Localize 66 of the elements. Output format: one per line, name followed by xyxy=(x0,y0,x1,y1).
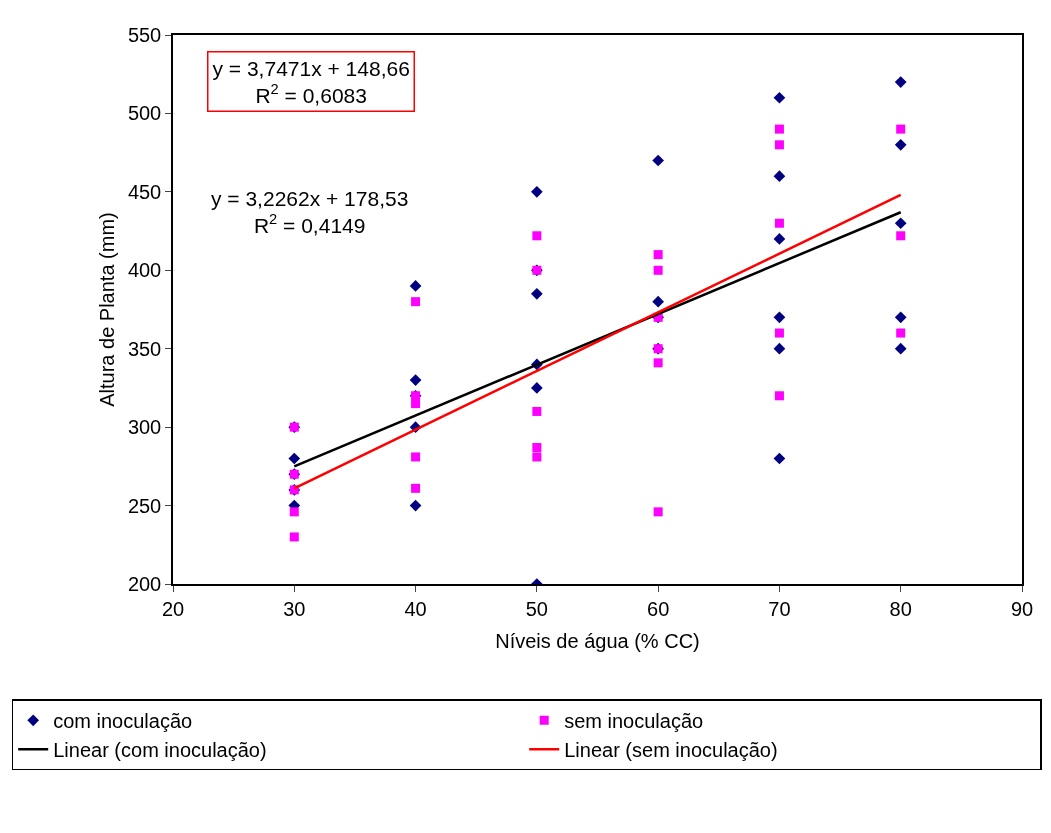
point xyxy=(896,124,906,134)
point xyxy=(532,452,542,462)
point xyxy=(531,186,543,198)
point xyxy=(653,358,663,368)
x-tick-label: 40 xyxy=(404,597,427,620)
point xyxy=(653,507,663,517)
legend-label: sem inoculação xyxy=(564,710,704,733)
x-tick-label: 30 xyxy=(283,597,306,620)
x-tick-label: 50 xyxy=(525,597,548,620)
y-tick-label: 350 xyxy=(127,337,162,360)
point xyxy=(894,217,907,230)
point xyxy=(531,287,543,300)
annotation: y = 3,2262x + 178,53 R$^{2}$ = 0,4149 xyxy=(211,187,409,238)
x-tick-label: 60 xyxy=(647,597,670,620)
point xyxy=(773,311,786,324)
point xyxy=(773,170,786,183)
point xyxy=(409,280,422,292)
point xyxy=(773,233,786,245)
point xyxy=(774,391,784,401)
point xyxy=(411,452,421,462)
point xyxy=(773,91,786,104)
point xyxy=(411,297,421,307)
point xyxy=(532,443,542,453)
point xyxy=(774,218,784,228)
point xyxy=(411,399,421,409)
point xyxy=(773,342,786,355)
point xyxy=(774,328,784,338)
legend-label: Linear (sem inoculação) xyxy=(564,739,778,762)
point xyxy=(653,265,663,275)
y-tick-label: 400 xyxy=(127,259,162,282)
point xyxy=(653,250,663,260)
point xyxy=(289,507,299,517)
y-axis-title: Altura de Planta (mm) xyxy=(95,212,118,407)
legend-label: Linear (com inoculação) xyxy=(53,739,267,762)
point xyxy=(894,138,907,151)
point xyxy=(774,140,784,150)
point xyxy=(773,452,786,465)
y-tick-label: 200 xyxy=(127,573,162,595)
point xyxy=(896,231,906,241)
legend-label: com inoculação xyxy=(53,710,193,733)
point xyxy=(289,532,299,542)
point xyxy=(894,76,907,88)
point xyxy=(896,328,906,338)
point xyxy=(409,374,422,386)
point xyxy=(652,295,664,308)
x-tick-label: 20 xyxy=(161,597,185,620)
annotation: y = 3,7471x + 148,66 R$^{2}$ = 0,6083 xyxy=(212,56,410,107)
point xyxy=(774,124,784,134)
x-tick-label: 80 xyxy=(889,597,912,620)
point xyxy=(894,342,907,355)
x-tick-label: 90 xyxy=(1010,597,1034,620)
point xyxy=(409,499,422,512)
point xyxy=(411,483,421,493)
point xyxy=(531,382,543,394)
point xyxy=(532,231,542,241)
y-tick-label: 450 xyxy=(127,180,162,203)
point xyxy=(532,406,542,416)
y-tick-label: 550 xyxy=(127,24,162,46)
x-tick-label: 70 xyxy=(768,597,791,620)
point xyxy=(652,154,664,167)
x-axis-title: Níveis de água (% CC) xyxy=(495,629,700,652)
y-tick-label: 500 xyxy=(127,102,162,125)
y-tick-label: 250 xyxy=(127,494,162,517)
point xyxy=(288,452,301,465)
point xyxy=(894,311,907,324)
y-tick-label: 300 xyxy=(127,416,162,439)
